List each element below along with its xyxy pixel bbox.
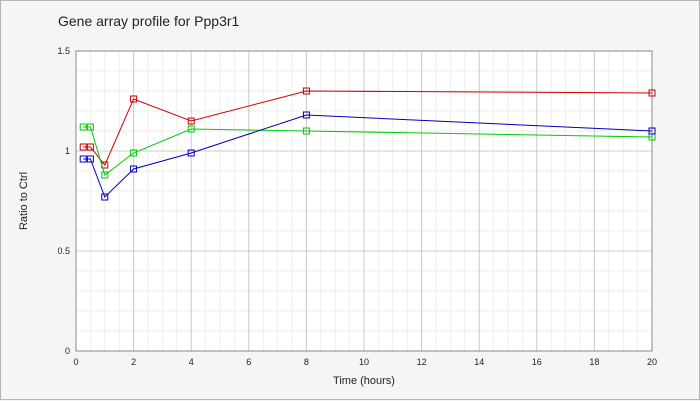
series-layer [79, 87, 656, 201]
data-point-marker [187, 125, 195, 133]
y-tick-label: 1 [65, 146, 70, 156]
x-tick-label: 18 [589, 357, 599, 367]
data-point-marker [130, 95, 138, 103]
data-point-marker [130, 165, 138, 173]
x-tick-label: 10 [359, 357, 369, 367]
data-point-marker [79, 143, 87, 151]
series-2 [79, 123, 656, 179]
data-point-marker [101, 193, 109, 201]
x-axis-label: Time (hours) [333, 375, 395, 387]
series-1 [79, 87, 656, 169]
x-tick-label: 6 [246, 357, 251, 367]
x-tick-label: 12 [417, 357, 427, 367]
y-axis-label: Ratio to Ctrl [18, 172, 30, 230]
data-point-marker [79, 123, 87, 131]
x-tick-label: 14 [474, 357, 484, 367]
chart-title: Gene array profile for Ppp3r1 [58, 13, 240, 29]
data-point-marker [648, 127, 656, 135]
data-point-marker [130, 149, 138, 157]
x-tick-label: 2 [131, 357, 136, 367]
data-point-marker [86, 123, 94, 131]
series-3 [79, 111, 656, 201]
series-line [83, 90, 653, 166]
data-point-marker [86, 143, 94, 151]
x-tick-label: 8 [304, 357, 309, 367]
data-point-marker [302, 127, 310, 135]
data-point-marker [187, 117, 195, 125]
series-line [83, 114, 653, 198]
x-axis-ticks: 0 2 4 6 8 10 12 14 16 18 20 [73, 357, 657, 367]
data-point-marker [302, 111, 310, 119]
data-point-marker [648, 89, 656, 97]
y-axis-ticks: 0 0.5 1 1.5 [57, 46, 70, 356]
data-point-marker [101, 171, 109, 179]
y-tick-label: 0 [65, 346, 70, 356]
y-tick-label: 0.5 [57, 246, 70, 256]
plot-border [75, 50, 653, 352]
data-point-marker [79, 155, 87, 163]
x-tick-label: 4 [189, 357, 194, 367]
data-point-marker [187, 149, 195, 157]
x-tick-label: 20 [647, 357, 657, 367]
x-tick-label: 0 [73, 357, 78, 367]
data-point-marker [302, 87, 310, 95]
y-tick-label: 1.5 [57, 46, 70, 56]
data-point-marker [86, 155, 94, 163]
series-line [83, 126, 653, 176]
x-tick-label: 16 [532, 357, 542, 367]
